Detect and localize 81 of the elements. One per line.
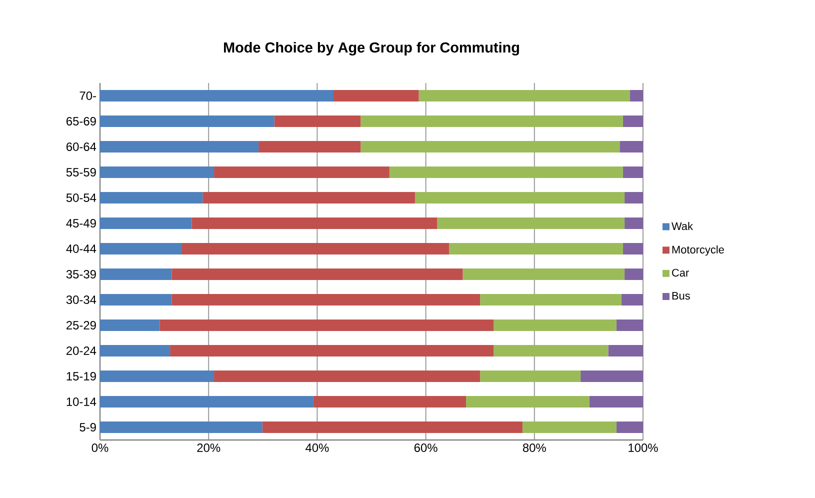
bar xyxy=(494,320,616,332)
bar xyxy=(192,218,438,229)
bar xyxy=(100,320,160,332)
bar xyxy=(100,90,334,102)
bar xyxy=(360,141,620,152)
x-tick-label: 60% xyxy=(414,444,438,452)
bar xyxy=(621,294,644,306)
bar xyxy=(360,116,623,127)
bar xyxy=(214,370,480,382)
y-tick-label: 40-44 xyxy=(66,244,96,253)
bar xyxy=(437,218,625,229)
bar xyxy=(100,268,172,280)
bar xyxy=(202,192,415,204)
y-tick-label: 35-39 xyxy=(66,270,96,278)
bar xyxy=(170,345,494,357)
bar xyxy=(262,422,522,434)
bar xyxy=(172,294,480,306)
y-tick-label: 20-24 xyxy=(66,346,96,355)
bar xyxy=(172,268,463,280)
bar xyxy=(100,294,172,306)
y-tick-label: 45-49 xyxy=(66,219,96,228)
bar xyxy=(100,243,182,254)
x-tick-label: 80% xyxy=(522,444,546,452)
bar xyxy=(100,116,274,127)
chart-title: Mode Choice by Age Group for Commuting xyxy=(224,42,519,56)
y-tick-label: 70- xyxy=(80,92,96,100)
bar xyxy=(100,370,214,382)
y-tick-label: 55-59 xyxy=(66,168,96,176)
x-tick-label: 40% xyxy=(306,444,329,452)
y-tick-label: 5-9 xyxy=(80,423,96,432)
legend-label: Car xyxy=(672,268,689,277)
legend-label: Motorcycle xyxy=(672,245,724,256)
bar xyxy=(414,192,625,204)
x-tick-label: 20% xyxy=(197,444,220,452)
bar xyxy=(389,166,623,178)
bar xyxy=(274,116,361,127)
bar xyxy=(624,192,644,204)
bar xyxy=(616,320,644,332)
bar xyxy=(620,141,644,152)
bar xyxy=(449,243,623,254)
bar xyxy=(214,166,390,178)
bar xyxy=(100,396,314,408)
bar xyxy=(418,90,630,102)
bar xyxy=(616,422,644,434)
x-tick-label: 0% xyxy=(92,444,108,452)
bar xyxy=(580,370,644,382)
y-tick-label: 10-14 xyxy=(66,398,96,406)
y-tick-label: 65-69 xyxy=(66,117,96,126)
bar xyxy=(100,218,192,229)
bar xyxy=(258,141,361,152)
bar xyxy=(622,166,644,178)
bar xyxy=(494,345,608,357)
y-tick-label: 25-29 xyxy=(66,321,96,330)
legend-label: Wak xyxy=(672,222,694,230)
bar xyxy=(480,370,581,382)
bar xyxy=(100,422,262,434)
bar xyxy=(480,294,622,306)
bar xyxy=(624,218,644,229)
bar xyxy=(160,320,494,332)
bar xyxy=(100,192,203,204)
y-tick-label: 30-34 xyxy=(66,296,96,304)
y-tick-label: 60-64 xyxy=(66,142,96,151)
legend-label: Bus xyxy=(672,292,690,300)
bar xyxy=(313,396,466,408)
bar xyxy=(333,90,419,102)
y-tick-label: 15-19 xyxy=(66,372,96,380)
bar xyxy=(608,345,644,357)
x-tick-label: 100% xyxy=(628,444,658,452)
bar xyxy=(624,268,644,280)
bar xyxy=(622,243,644,254)
bar xyxy=(622,116,644,127)
bar xyxy=(630,90,644,102)
y-tick-label: 50-54 xyxy=(66,194,96,202)
bar xyxy=(462,268,625,280)
bar xyxy=(100,166,214,178)
bar xyxy=(100,345,170,357)
bar xyxy=(522,422,616,434)
bar xyxy=(589,396,644,408)
bar xyxy=(466,396,590,408)
bar xyxy=(182,243,450,254)
bar xyxy=(100,141,259,152)
